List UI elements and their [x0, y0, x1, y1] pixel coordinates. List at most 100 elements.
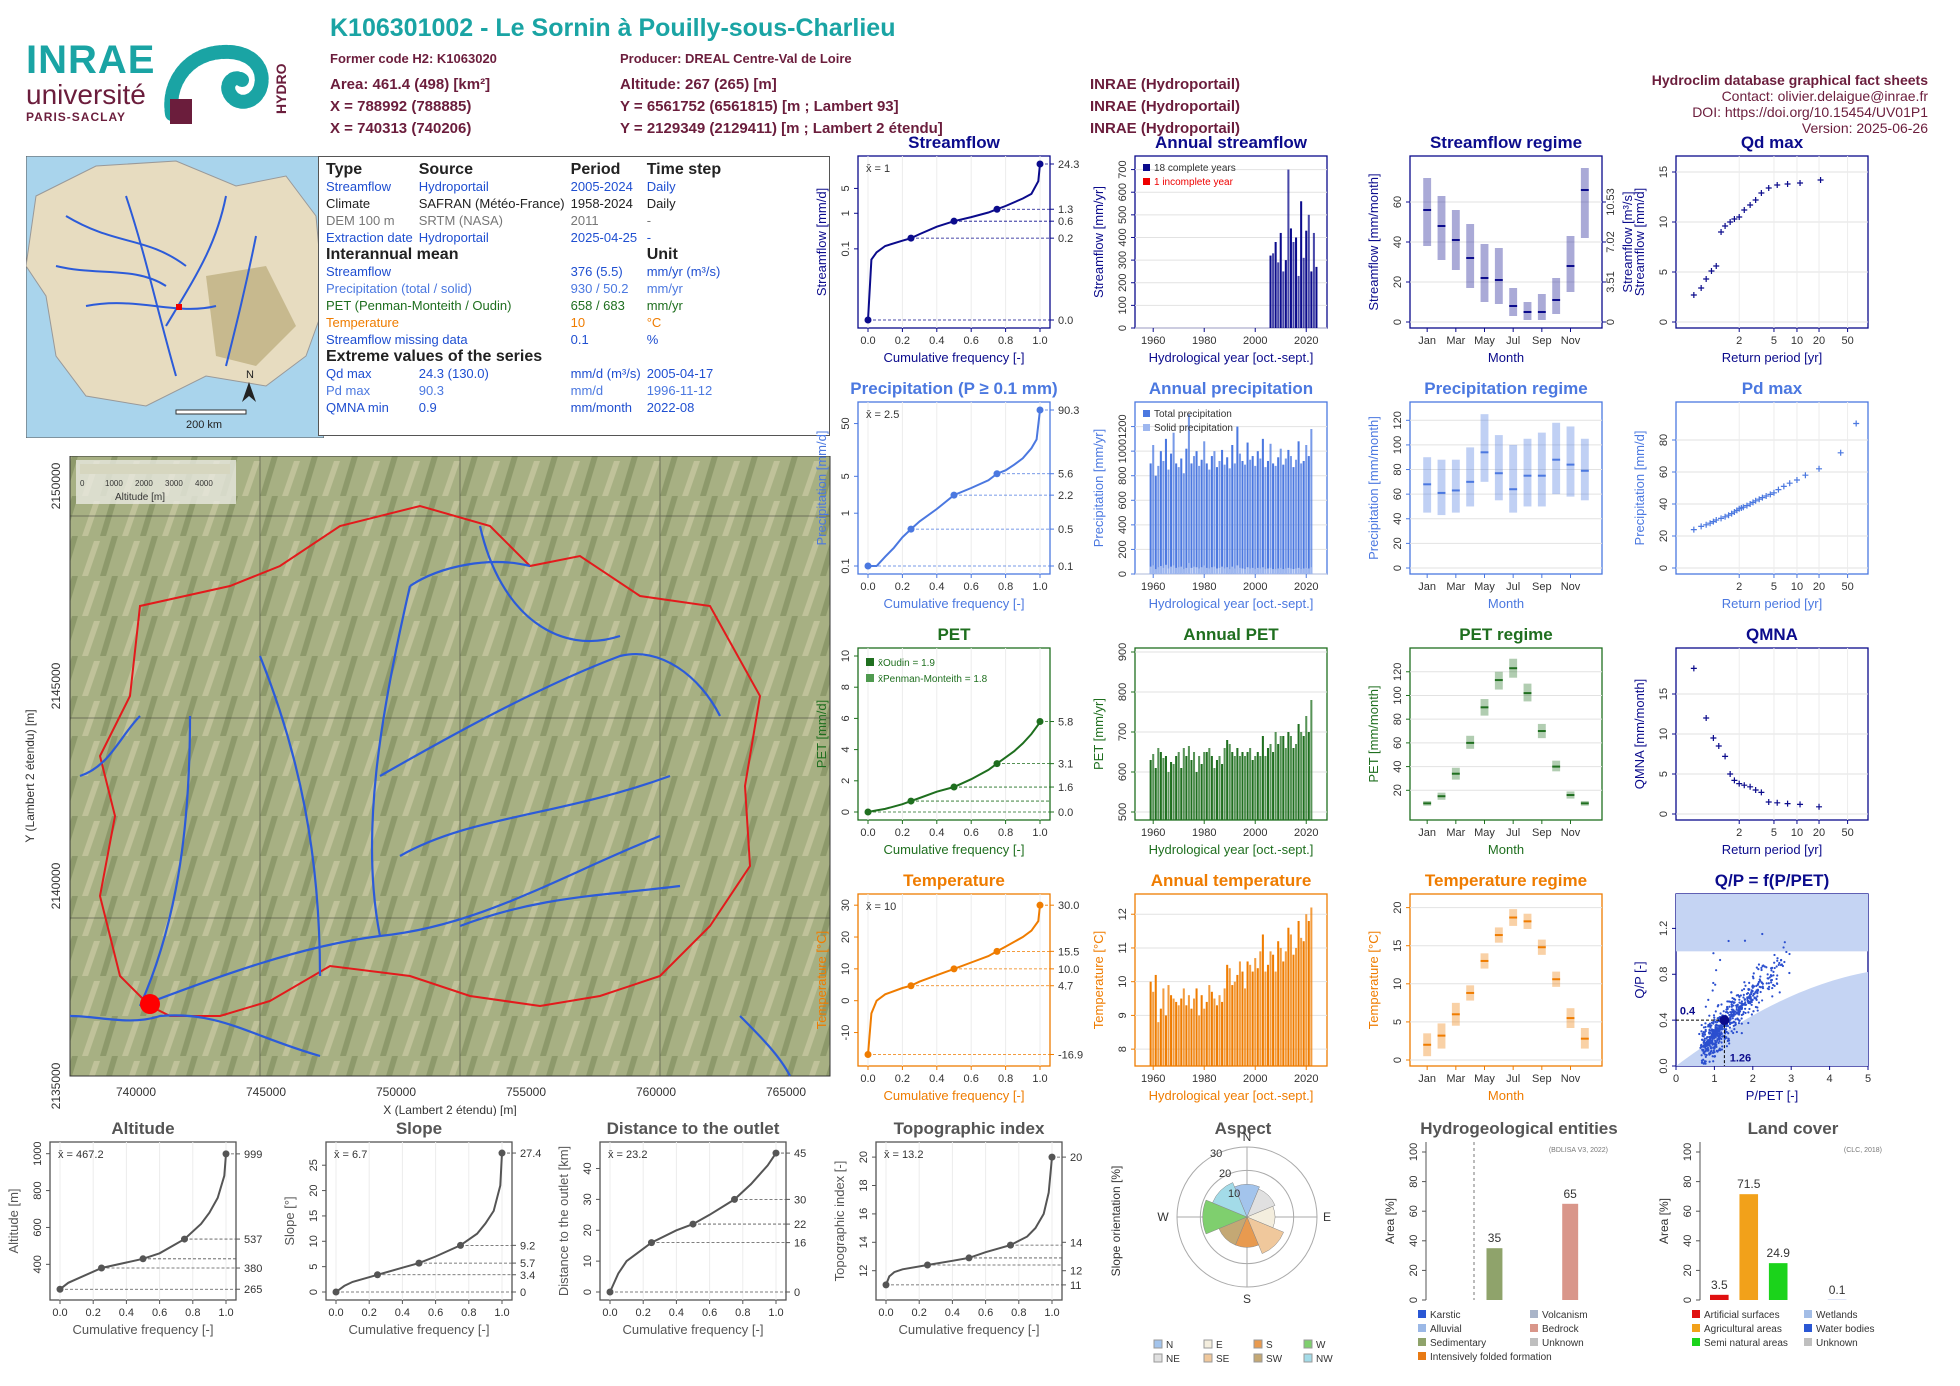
y-axis-label: Streamflow [mm/d]: [1632, 188, 1647, 296]
x-axis-label: Return period [yr]: [1722, 596, 1822, 611]
legend-entry: Bedrock: [1542, 1324, 1580, 1335]
series-line: [59, 1153, 227, 1290]
data-point: [1758, 190, 1765, 196]
regime-box: [1437, 459, 1446, 516]
y-tick-label: 700: [1117, 723, 1129, 741]
data-point: [1690, 665, 1697, 672]
x-tick-label: 0.0: [878, 1307, 893, 1319]
bar: [1310, 271, 1313, 328]
scatter-point: [1713, 1030, 1716, 1034]
y-axis-label: Temperature [°C]: [1091, 931, 1106, 1029]
x-axis-label: Cumulative frequency [-]: [73, 1322, 214, 1337]
scatter-point: [1749, 1000, 1752, 1003]
scatter-point: [1701, 1034, 1704, 1038]
bar: [1172, 764, 1175, 820]
scatter-point: [1731, 1017, 1734, 1020]
legend-swatch: [1530, 1310, 1538, 1318]
bar: [1210, 991, 1213, 1066]
scatter-point: [1714, 983, 1717, 986]
chart-title: Temperature regime: [1425, 871, 1587, 890]
compass-label: E: [1323, 1210, 1331, 1224]
bar-solid: [1226, 567, 1229, 574]
regime-box: [1580, 438, 1589, 501]
bar: [1170, 762, 1173, 820]
x-axis-label: Hydrological year [oct.-sept.]: [1149, 1088, 1314, 1103]
regime-box: [1552, 422, 1561, 495]
y-tick-label: 5: [308, 1264, 320, 1270]
scatter-point: [1702, 1040, 1705, 1043]
y-tick-label: 9: [1117, 1012, 1129, 1018]
legend-swatch: [1692, 1338, 1700, 1346]
bar: [1187, 746, 1190, 820]
scatter-point: [1727, 1039, 1731, 1042]
scatter-point: [1714, 1020, 1717, 1024]
x-tick-label: 0.0: [860, 1073, 875, 1085]
data-point: [1703, 276, 1710, 282]
scatter-point: [1768, 985, 1771, 988]
scatter-point: [1754, 1005, 1757, 1009]
altitude-legend: 0 1000 2000 3000 4000 Altitude [m]: [76, 460, 236, 504]
chart-qmna: QMNA 0 5 10 15 2 5 10 20 50 Return period [yr] QMNA…: [1632, 625, 1869, 857]
scatter-point: [1771, 995, 1774, 998]
bar: [1162, 460, 1165, 574]
y-tick-label: 8: [840, 684, 852, 690]
x-tick-label: 0.2: [912, 1307, 927, 1319]
chart-body: Annual PET 500 600 700 800 900 1960 1980 2000 202…: [1091, 625, 1328, 857]
scatter-point: [1771, 986, 1774, 990]
quantile-label: 999: [244, 1149, 262, 1161]
y-tick-label: 1: [840, 510, 852, 516]
bar-label: 0.1: [1829, 1283, 1846, 1297]
y-tick-label: 100: [1392, 686, 1404, 704]
bar-solid: [1261, 567, 1264, 574]
data-point: [1707, 520, 1714, 527]
y-axis-label: Slope [°]: [282, 1196, 297, 1245]
regime-box: [1494, 248, 1503, 304]
bar-solid: [1279, 567, 1282, 574]
scatter-point: [1704, 1053, 1707, 1056]
plot-frame: [1134, 155, 1328, 329]
bar: [1187, 995, 1190, 1066]
rose-sector: [1202, 1199, 1248, 1235]
y-tick-label: 5: [840, 185, 852, 191]
x-tick-label: 1960: [1141, 827, 1165, 839]
y-axis-label: Slope orientation [%]: [1109, 1166, 1123, 1277]
plot-frame: [875, 1141, 1063, 1301]
y-tick-label: 600: [1117, 183, 1129, 201]
scatter-point: [1726, 1006, 1729, 1009]
scatter-point: [1725, 1045, 1729, 1048]
chart-title: Streamflow regime: [1430, 133, 1582, 152]
y2-tick-label: 10.53: [1605, 188, 1617, 216]
bar: [1768, 1263, 1788, 1300]
excess-zone: [1676, 894, 1868, 952]
scatter-point: [1726, 1000, 1729, 1003]
bar: [1221, 764, 1224, 820]
y-tick-label: 100: [1682, 1143, 1694, 1161]
x-tick-label: 2020: [1294, 827, 1318, 839]
logo-inrae-text: INRAE: [26, 38, 156, 82]
x-tick-label: 0.0: [602, 1307, 617, 1319]
x-tick-label: 2020: [1294, 1073, 1318, 1085]
doi[interactable]: DOI: https://doi.org/10.15454/UV01P1: [1692, 104, 1928, 120]
y-axis-label: QMNA [mm/month]: [1632, 679, 1647, 790]
bar: [1221, 1001, 1224, 1066]
bar: [1292, 954, 1295, 1066]
scatter-point: [1785, 950, 1788, 954]
scatter-point: [1766, 977, 1769, 980]
bar-solid: [1218, 567, 1221, 574]
bar: [1162, 988, 1165, 1066]
y-tick-label: 800: [1117, 467, 1129, 485]
x-axis-label: Month: [1488, 842, 1524, 857]
scatter-point: [1747, 988, 1750, 991]
scatter-point: [1783, 960, 1786, 964]
data-point: [1698, 285, 1705, 291]
bar: [1277, 941, 1280, 1066]
mean-annotation: x̄ = 10: [866, 901, 896, 913]
regime-box: [1509, 288, 1518, 316]
legend-swatch: [1804, 1324, 1812, 1332]
y-tick-label: 40: [1682, 1235, 1694, 1247]
x-axis-label: Month: [1488, 350, 1524, 365]
plot-frame: [1134, 647, 1328, 821]
y-axis-label: Precipitation [mm/d]: [814, 431, 829, 546]
legend-swatch: [1153, 1353, 1163, 1363]
bar: [1170, 453, 1173, 574]
